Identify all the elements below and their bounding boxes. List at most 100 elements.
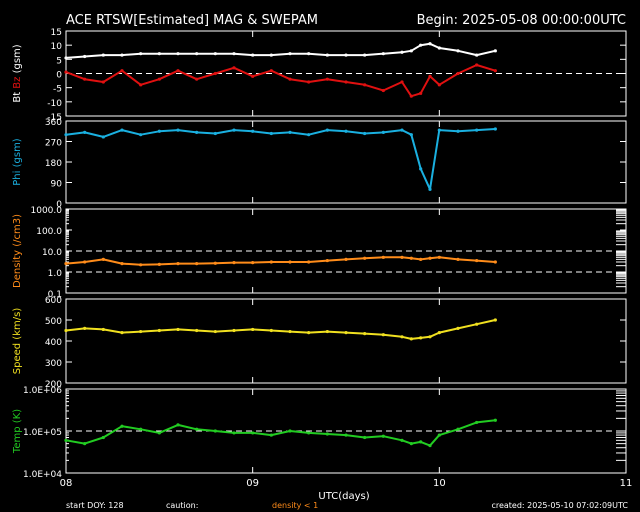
- y-tick-label: 360: [45, 118, 62, 128]
- y-tick-label: 15: [51, 28, 62, 38]
- data-point-temp: [381, 434, 385, 438]
- data-point-phi: [325, 128, 329, 132]
- data-point-bt: [101, 53, 105, 57]
- data-point-bt: [493, 49, 497, 53]
- x-tick-label: 11: [620, 478, 633, 489]
- data-point-speed: [195, 328, 199, 333]
- data-point-temp: [493, 418, 497, 422]
- data-point-bz: [475, 63, 479, 67]
- data-point-speed: [325, 329, 329, 334]
- data-point-phi: [139, 133, 143, 137]
- y-tick-label: 0: [56, 200, 62, 210]
- data-point-phi: [101, 135, 105, 139]
- panel-5: 1.0E+06 1.0E+05 1.0E+04 Temp (K): [12, 386, 627, 480]
- data-point-bt: [307, 52, 311, 56]
- y-tick-label: 1.0E+06: [23, 386, 62, 396]
- data-point-speed: [213, 329, 217, 334]
- data-point-bz: [251, 74, 255, 78]
- data-point-temp: [456, 427, 460, 431]
- data-point-temp: [325, 432, 329, 436]
- data-point-density: [428, 256, 432, 260]
- data-point-bt: [269, 53, 273, 57]
- data-point-speed: [157, 328, 161, 333]
- data-point-density: [419, 257, 423, 261]
- data-point-speed: [307, 331, 311, 335]
- data-point-bt: [363, 53, 367, 57]
- data-point-bz: [456, 71, 460, 76]
- data-point-temp: [363, 435, 367, 440]
- data-point-temp: [64, 438, 68, 442]
- y-tick-label: 90: [51, 180, 63, 190]
- series-line-phi: [65, 128, 496, 191]
- data-point-bt: [288, 52, 292, 56]
- plot-panels: 15 10 5 0 -5 -10 -15 Bt Bz (gsm) 360 270 180 90 0 Phi…: [12, 28, 632, 489]
- data-point-speed: [64, 328, 68, 333]
- data-point-temp: [157, 431, 161, 435]
- data-point-speed: [400, 335, 404, 339]
- data-point-phi: [493, 127, 497, 131]
- data-point-speed: [269, 328, 273, 333]
- data-point-bt: [400, 50, 404, 54]
- data-point-temp: [251, 431, 255, 435]
- data-point-temp: [83, 442, 87, 446]
- data-point-bz: [363, 83, 367, 87]
- data-point-phi: [400, 128, 404, 132]
- data-point-speed: [83, 326, 87, 330]
- data-point-phi: [344, 129, 348, 133]
- data-point-speed: [493, 318, 497, 322]
- data-point-speed: [381, 333, 385, 337]
- y-axis-label: Phi (gsm): [12, 138, 23, 186]
- data-point-speed: [419, 336, 423, 340]
- data-point-bt: [475, 53, 479, 57]
- data-point-temp: [400, 438, 404, 442]
- data-point-density: [344, 257, 348, 261]
- data-point-bz: [344, 80, 348, 84]
- data-point-phi: [83, 130, 87, 134]
- data-point-speed: [120, 331, 124, 335]
- data-point-bt: [456, 49, 460, 53]
- data-point-temp: [288, 429, 292, 433]
- y-tick-label: 500: [45, 317, 62, 327]
- data-point-temp: [409, 442, 413, 446]
- y-tick-label: 10.0: [42, 248, 62, 258]
- data-point-phi: [157, 129, 161, 133]
- data-point-bt: [437, 46, 441, 50]
- data-point-density: [176, 262, 180, 266]
- y-tick-label: 1.0E+05: [23, 428, 62, 438]
- data-point-density: [381, 255, 385, 259]
- data-point-bz: [419, 91, 423, 95]
- data-point-speed: [363, 332, 367, 336]
- y-tick-label: 600: [45, 296, 62, 306]
- data-point-phi: [232, 128, 236, 132]
- data-point-bt: [325, 53, 329, 57]
- y-tick-label: -5: [53, 85, 62, 95]
- data-point-phi: [363, 131, 367, 136]
- y-axis-label: Speed (km/s): [12, 308, 23, 375]
- data-point-bz: [409, 94, 413, 98]
- y-axis-label: Density (/cm3): [12, 214, 23, 288]
- data-point-density: [493, 260, 497, 264]
- data-point-bz: [139, 83, 143, 87]
- y-tick-label: 270: [45, 139, 62, 149]
- data-point-bz: [493, 69, 497, 73]
- data-point-bz: [288, 77, 292, 81]
- data-point-bt: [176, 52, 180, 56]
- data-point-density: [456, 257, 460, 261]
- data-point-bt: [195, 52, 199, 56]
- data-point-bz: [176, 69, 180, 73]
- data-point-bz: [213, 71, 217, 76]
- data-point-phi: [437, 128, 441, 132]
- data-point-temp: [475, 420, 479, 425]
- y-tick-label: 0: [56, 71, 62, 81]
- x-tick-label: 10: [433, 478, 446, 489]
- data-point-phi: [269, 131, 273, 136]
- data-point-temp: [213, 429, 217, 433]
- y-tick-label: 300: [45, 359, 62, 369]
- data-point-phi: [456, 129, 460, 133]
- data-point-bz: [157, 77, 161, 81]
- data-point-density: [195, 262, 199, 266]
- data-point-density: [120, 262, 124, 266]
- data-point-speed: [456, 326, 460, 330]
- data-point-bt: [157, 52, 161, 56]
- data-point-speed: [437, 331, 441, 335]
